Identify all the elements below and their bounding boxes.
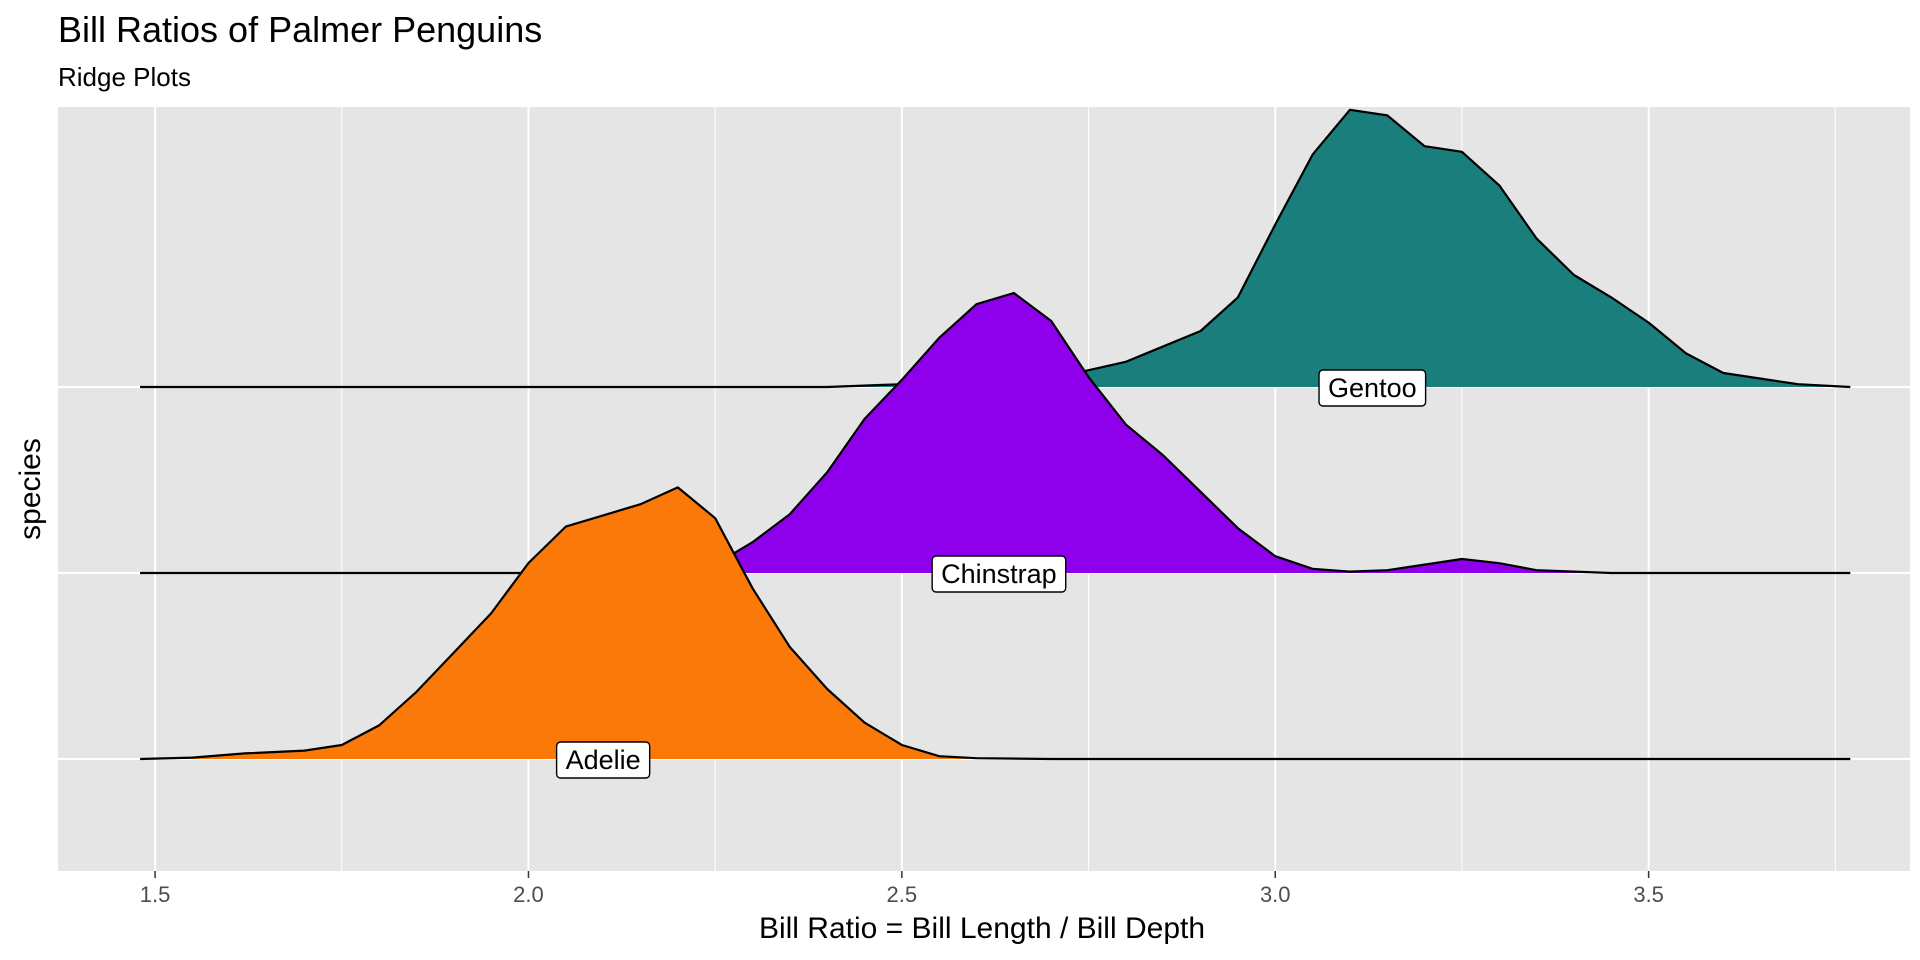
- ridge-fill: [140, 487, 1851, 759]
- ridge-label-text: Chinstrap: [941, 559, 1057, 589]
- ridge-label-adelie: Adelie: [555, 741, 651, 779]
- x-tick-label: 2.0: [513, 882, 544, 907]
- ridge-label-chinstrap: Chinstrap: [931, 555, 1067, 593]
- ridge-chinstrap: [140, 291, 1851, 575]
- ridge-label-box: [931, 555, 1067, 593]
- ridge-outline: [140, 291, 1851, 575]
- ridge-labels: Adelie Chinstrap Gentoo: [555, 369, 1427, 779]
- ridge-label-box: [1318, 369, 1427, 407]
- chart-title: Bill Ratios of Palmer Penguins: [58, 9, 542, 50]
- y-axis-title: species: [14, 438, 47, 540]
- ridge-label-box: [555, 741, 651, 779]
- ridge-label-text: Gentoo: [1328, 373, 1417, 403]
- ridge-fill: [140, 293, 1851, 573]
- ridge-fill: [140, 109, 1851, 388]
- x-tick-label: 1.5: [140, 882, 171, 907]
- x-axis: 1.5 2.0 2.5 3.0 3.5: [140, 871, 1664, 907]
- x-axis-title: Bill Ratio = Bill Length / Bill Depth: [759, 912, 1205, 945]
- ridges: [140, 108, 1851, 761]
- ridge-outline: [140, 486, 1851, 761]
- ridge-adelie: [140, 486, 1851, 761]
- x-tick-label: 3.0: [1260, 882, 1291, 907]
- chart-subtitle: Ridge Plots: [58, 62, 191, 92]
- x-tick-label: 2.5: [887, 882, 918, 907]
- x-tick-label: 3.5: [1633, 882, 1664, 907]
- ridge-label-text: Adelie: [566, 745, 641, 775]
- ridge-label-gentoo: Gentoo: [1318, 369, 1427, 407]
